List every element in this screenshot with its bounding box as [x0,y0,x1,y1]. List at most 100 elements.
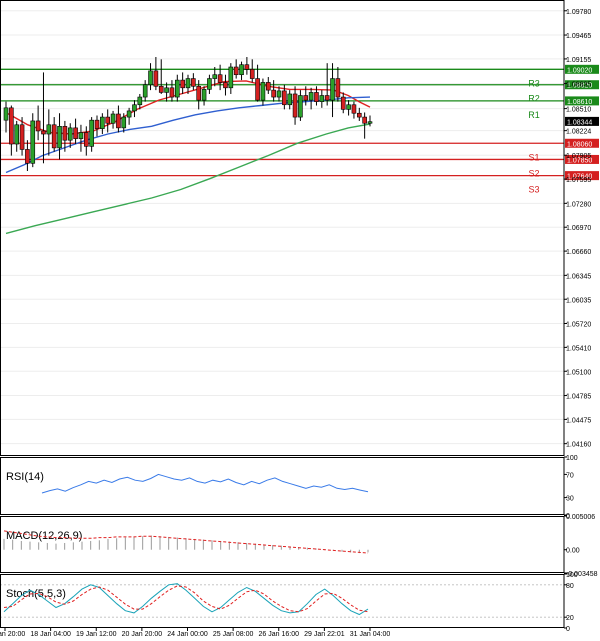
time-tick-label: 24 Jan 00:00 [167,631,208,638]
level-badge-bg [565,171,599,181]
candle [271,80,276,102]
candle-down [169,87,175,98]
level-name-s3: S3 [528,185,539,195]
candle-down [83,132,89,147]
candle [298,90,303,121]
time-axis: 15 Jan 20:00 18 Jan 04:00 19 Jan 12:00 20 J… [0,628,390,638]
candle-down [158,85,164,93]
candle [255,64,260,102]
level-name-r2: R2 [528,94,540,104]
price-tick-label: 1.09155 [566,57,591,64]
macd-panel: 0.005006 0.00 -0.003458 MACD(12,26,9) [3,514,598,578]
candle [212,67,218,87]
time-tick-label: 26 Jan 16:00 [259,631,300,638]
time-tick-label: 18 Jan 04:00 [30,631,71,638]
candle [116,105,121,133]
candle [35,105,41,141]
candle [62,120,68,152]
candle [233,59,239,79]
candle [346,100,351,116]
candle-up [30,120,36,164]
price-tick-label: 1.06345 [566,273,591,280]
level-badge-value: 1.09020 [567,67,592,74]
candle-down [94,119,100,129]
stoch-d-line [3,585,369,613]
level-badge-value: 1.08820 [567,83,592,90]
candle [314,86,319,106]
candle [292,86,298,125]
level-name-s1: S1 [528,152,539,162]
candle [201,86,207,106]
candle [105,109,111,133]
candle [110,110,116,129]
candle [362,112,367,139]
candle-down [191,78,196,87]
candle [282,84,287,110]
candle-up [174,79,180,98]
candle-up [212,74,218,79]
candle-down [35,120,41,132]
candle-down [335,78,341,98]
candle-up [228,66,234,89]
candle-up [367,121,373,124]
level-name-r3: R3 [528,78,540,88]
rsi-panel: 100 70 30 0 RSI(14) [6,455,578,520]
candle-up [142,84,148,98]
candle [260,78,266,106]
candle [239,61,244,81]
current-price-value: 1.08344 [567,119,592,126]
candle [121,113,127,133]
candle-down [356,112,362,118]
candle [303,86,309,106]
panel-frame [0,0,565,456]
stoch-tick-label: 0 [566,626,570,633]
candle [185,74,191,94]
level-badge-s1: 1.08060 [565,138,599,148]
candle-down [223,82,228,89]
candle-down [62,126,68,141]
price-tick-label: 1.08224 [566,129,591,136]
rsi-tick-label: 100 [566,455,578,462]
candle-up [89,119,94,147]
candle [153,57,159,91]
level-badge-r2: 1.08820 [565,80,599,90]
candle [191,73,196,91]
macd-tick-label: 0.005006 [566,514,595,521]
candle [367,115,373,127]
candle [19,117,25,156]
candle [30,113,36,168]
level-badge-bg [565,138,599,148]
candle [14,120,20,152]
candle-up [239,64,244,76]
candle-down [324,95,330,101]
candle [9,105,14,156]
panel-frame [0,574,565,628]
rsi-tick-label: 30 [566,496,574,503]
candle [46,109,52,156]
candle-down [255,78,260,101]
time-tick-label: 15 Jan 20:00 [0,631,25,638]
macd-tick-label: -0.003458 [566,571,598,578]
candle-down [351,104,357,114]
candle-down [249,69,255,79]
candle [265,77,271,94]
candle [249,59,255,83]
candle [223,74,228,96]
candle-up [319,95,325,102]
candle [67,123,73,148]
macd-signal-line [3,530,369,554]
candle [319,90,325,108]
time-tick-label: 20 Jan 20:00 [122,631,163,638]
level-badge-value: 1.08610 [567,99,592,106]
candle-up [46,124,52,135]
candle [180,72,185,94]
rsi-tick-label: 70 [566,472,574,479]
candle [3,101,9,133]
candle-up [207,78,212,90]
candle [25,140,30,171]
time-tick-label: 19 Jan 12:00 [76,631,117,638]
candle-up [164,87,169,93]
candle [73,118,78,145]
time-tick-label: 31 Jan 04:00 [350,631,391,638]
